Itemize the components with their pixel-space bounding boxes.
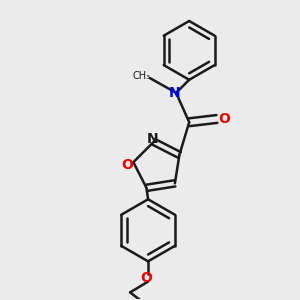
Text: CH₃: CH₃ xyxy=(133,70,151,80)
Text: N: N xyxy=(146,132,158,146)
Text: O: O xyxy=(218,112,230,126)
Text: O: O xyxy=(140,271,152,285)
Text: O: O xyxy=(121,158,133,172)
Text: N: N xyxy=(169,86,180,100)
